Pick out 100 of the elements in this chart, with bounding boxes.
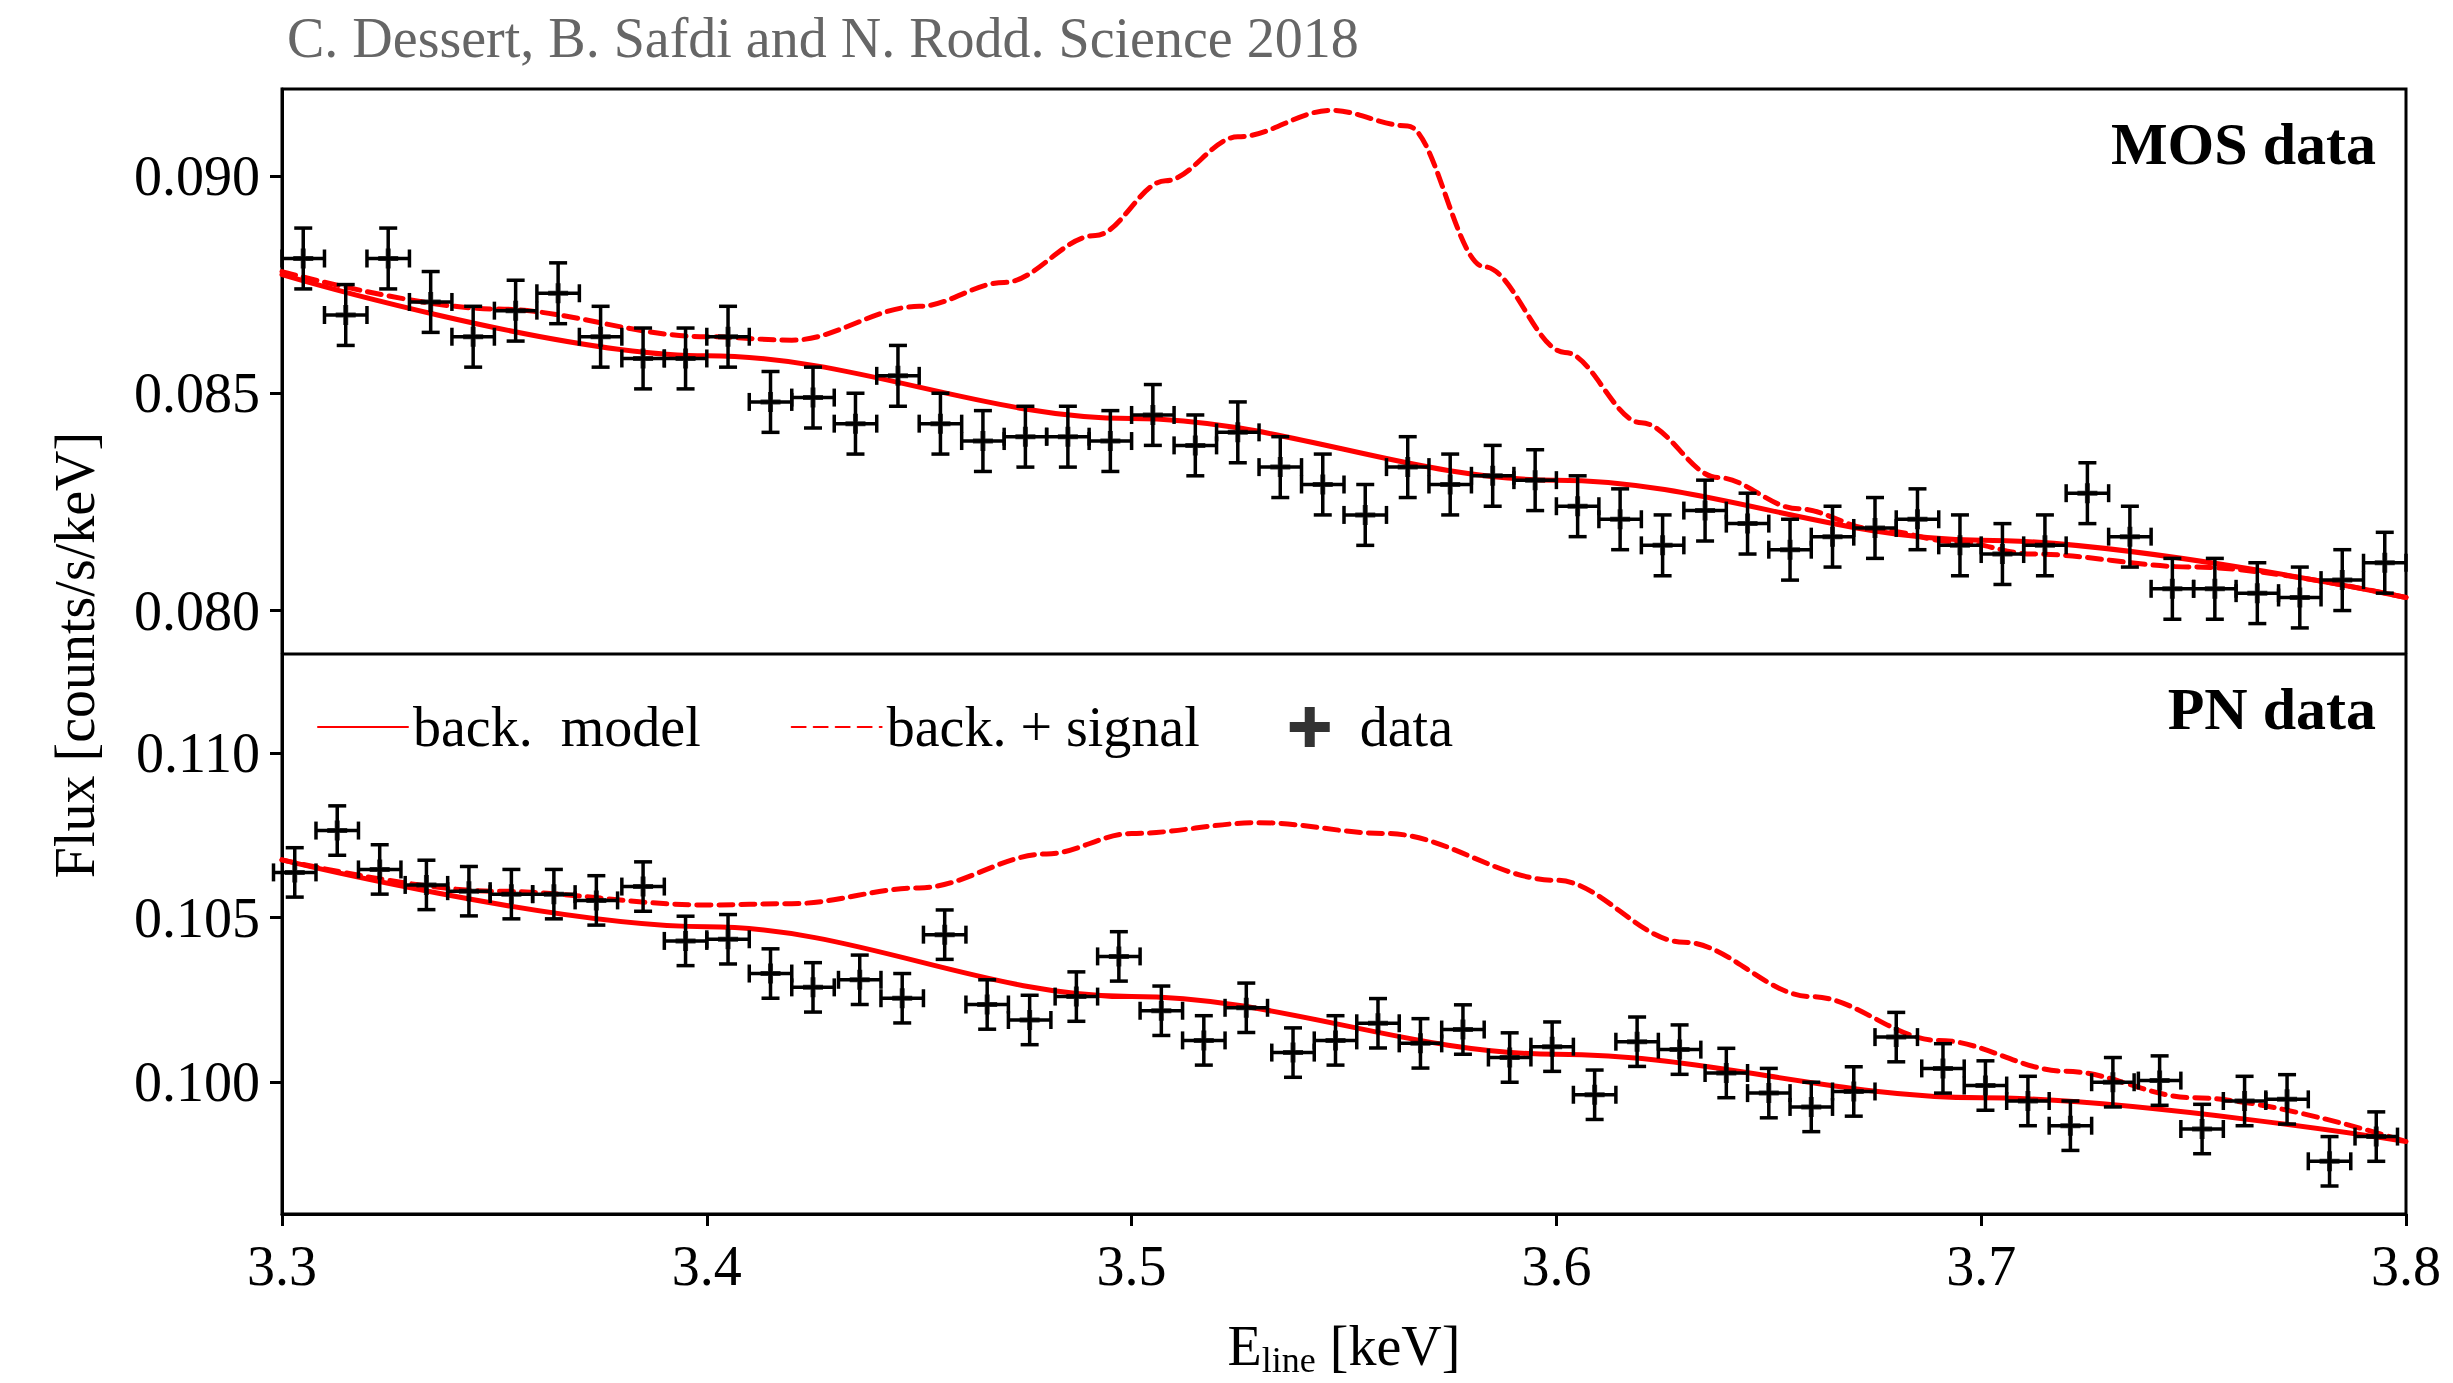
point [1695, 500, 1716, 521]
legend-label: back. + signal [886, 696, 1200, 758]
y-axis-title: Flux [counts/s/keV] [43, 431, 107, 879]
point [1992, 544, 2013, 565]
point [1822, 526, 1843, 547]
point [1907, 509, 1928, 530]
y-tick-label: 0.100 [134, 1051, 260, 1114]
point [543, 884, 564, 905]
point [501, 884, 522, 905]
point [718, 929, 739, 950]
point [1410, 1033, 1431, 1054]
point [2247, 583, 2268, 604]
point [1932, 1058, 1953, 1079]
point [458, 881, 479, 902]
point [378, 248, 399, 269]
point [1843, 1081, 1864, 1102]
point [1057, 426, 1078, 447]
point [369, 859, 390, 880]
point [633, 876, 654, 897]
point [633, 348, 654, 369]
point [1584, 1084, 1605, 1105]
x-tick-label: 3.3 [247, 1235, 317, 1297]
point [2162, 578, 2183, 599]
x-tick-label: 3.5 [1096, 1235, 1167, 1297]
y-tick-label: 0.090 [134, 144, 260, 207]
y-tick-label: 0.105 [134, 886, 260, 949]
point [1151, 1000, 1172, 1021]
point [977, 994, 998, 1015]
y-tick-label: 0.085 [134, 362, 260, 425]
point [1652, 535, 1673, 556]
point [1716, 1063, 1737, 1084]
y-tick-label: 0.110 [136, 721, 260, 784]
point [420, 291, 441, 312]
point [1737, 513, 1758, 534]
point [1610, 509, 1631, 530]
point [1312, 474, 1333, 495]
point [1440, 474, 1461, 495]
point [2332, 570, 2353, 591]
point [760, 963, 781, 984]
point [1669, 1039, 1690, 1060]
point [1283, 1042, 1304, 1063]
point [1397, 457, 1418, 478]
point [416, 874, 437, 895]
point [2319, 1151, 2340, 1172]
point [1865, 517, 1885, 538]
point [892, 988, 913, 1009]
point [2060, 1115, 2081, 1136]
point [1758, 1083, 1779, 1104]
point [463, 326, 484, 347]
x-tick-label: 3.7 [1946, 1235, 2017, 1297]
point [2374, 552, 2395, 573]
point [1525, 470, 1546, 491]
point [845, 413, 866, 434]
point [1780, 539, 1801, 560]
point [1185, 435, 1206, 456]
annotation: MOS data [2110, 111, 2377, 177]
point [803, 977, 823, 998]
point [1886, 1027, 1907, 1048]
point [2192, 1119, 2213, 1140]
point [675, 348, 696, 369]
point [2149, 1070, 2170, 1091]
point [1355, 504, 1376, 525]
point [1142, 404, 1163, 425]
point [505, 300, 526, 321]
point [2102, 1072, 2123, 1093]
point [718, 326, 739, 347]
point [934, 924, 955, 945]
point [972, 431, 993, 452]
point [2277, 1089, 2298, 1110]
point [849, 969, 870, 990]
point [548, 283, 569, 304]
point [2289, 587, 2310, 608]
point [1499, 1047, 1520, 1068]
point [2017, 1091, 2038, 1112]
point [335, 305, 356, 325]
point [1567, 496, 1588, 517]
point [675, 930, 696, 951]
point [1193, 1030, 1214, 1051]
annotation: PN data [2167, 676, 2377, 742]
x-tick-label: 3.6 [1521, 1235, 1592, 1297]
point [284, 862, 305, 883]
point [1270, 457, 1291, 478]
point [1627, 1031, 1648, 1052]
point [1227, 422, 1248, 443]
x-tick-label: 3.8 [2371, 1235, 2441, 1297]
point [1452, 1019, 1473, 1040]
chart-title: C. Dessert, B. Safdi and N. Rodd. Science 2018 [287, 7, 1359, 69]
point [293, 248, 314, 269]
point [2204, 578, 2225, 599]
point [1367, 1013, 1388, 1034]
point [1542, 1036, 1563, 1057]
point [1015, 426, 1036, 447]
point [2077, 483, 2098, 504]
point [2234, 1091, 2255, 1112]
point [1325, 1030, 1346, 1051]
point [2366, 1126, 2387, 1147]
point [1100, 431, 1121, 452]
point [1975, 1075, 1996, 1096]
point [803, 387, 823, 408]
point [887, 365, 908, 386]
